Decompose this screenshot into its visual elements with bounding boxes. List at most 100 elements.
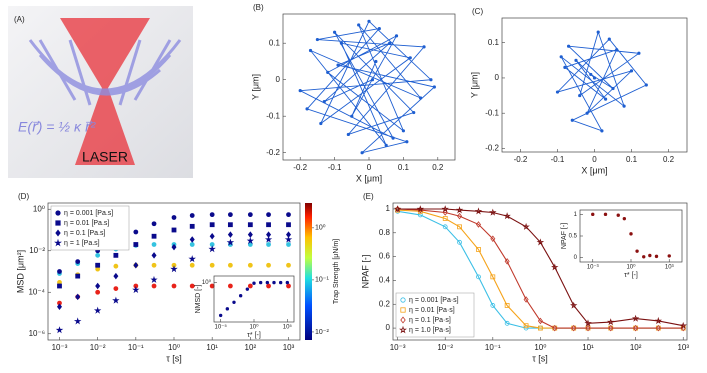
inset: 10⁻³ 10⁰ 10³ 0 0.5 1 τ* [-] NPAF [-]	[561, 209, 683, 279]
panel-label: (E)	[363, 192, 374, 201]
marker	[408, 56, 412, 60]
y-tick-label: 0	[495, 73, 500, 82]
marker	[208, 245, 216, 253]
plot-area	[392, 202, 688, 341]
marker	[227, 231, 233, 238]
marker	[133, 242, 139, 247]
marker	[615, 48, 619, 52]
marker	[654, 254, 659, 259]
x-axis-label: τ* [-]	[247, 332, 261, 339]
marker	[374, 59, 378, 64]
legend-label: η = 0.01 [Pa·s]	[409, 307, 455, 314]
marker	[284, 235, 293, 243]
y-axis-label: MSD [μm²]	[15, 250, 25, 293]
colorbar-tick-label: 10⁻²	[315, 329, 329, 336]
marker	[54, 238, 62, 247]
legend-label: η = 0.01 [Pa.s]	[64, 220, 109, 227]
marker	[252, 281, 256, 285]
plot-area	[282, 13, 456, 161]
marker	[490, 274, 496, 280]
marker	[189, 223, 195, 229]
marker	[247, 283, 253, 289]
panel-label: (A)	[14, 15, 25, 24]
marker	[585, 324, 591, 332]
marker	[589, 72, 593, 77]
marker	[266, 242, 271, 247]
marker	[455, 206, 464, 214]
marker	[247, 231, 253, 238]
marker	[566, 44, 571, 48]
marker	[523, 323, 529, 329]
marker	[151, 242, 157, 247]
marker	[55, 326, 64, 334]
marker	[578, 93, 582, 98]
marker	[57, 269, 62, 274]
marker	[642, 255, 646, 259]
marker	[266, 212, 271, 218]
colorbar-tick-label: 10⁰	[315, 224, 326, 232]
marker	[551, 263, 559, 271]
marker	[442, 209, 448, 216]
marker	[474, 207, 483, 215]
marker	[305, 107, 309, 111]
x-tick-label: 10³	[283, 343, 295, 352]
marker	[55, 220, 61, 226]
marker	[391, 136, 395, 140]
marker	[570, 301, 578, 309]
marker	[189, 213, 195, 218]
marker	[227, 222, 233, 228]
marker	[286, 262, 291, 268]
marker	[400, 307, 406, 313]
marker	[151, 283, 157, 289]
x-axis-label: X [μm]	[356, 173, 382, 183]
marker	[442, 216, 448, 221]
marker	[350, 114, 354, 118]
y-tick-label: 0.6	[379, 252, 391, 261]
marker	[227, 283, 233, 289]
marker	[95, 262, 101, 268]
marker	[151, 252, 157, 259]
marker	[637, 51, 641, 55]
marker	[592, 76, 597, 80]
x-tick-label: 10²	[245, 343, 257, 352]
colorbar-label: Trap Strength [μN/m]	[333, 239, 340, 304]
marker	[286, 222, 291, 228]
marker	[113, 263, 119, 269]
marker	[171, 243, 177, 251]
x-tick-label: 10⁻³	[587, 265, 599, 271]
chart: 10⁻³ 10⁻² 10⁻¹ 10⁰ 10¹ 10² 10³ 0 0.2 0.4 0.6 0.8 1 τ …	[360, 192, 689, 363]
x-tick-label: 0	[367, 163, 372, 172]
marker	[272, 280, 276, 285]
marker	[227, 262, 233, 268]
marker	[401, 129, 405, 133]
marker	[93, 306, 102, 314]
marker	[339, 41, 344, 45]
marker	[278, 280, 283, 285]
y-tick-label: 0.1	[488, 38, 500, 47]
marker	[632, 314, 640, 322]
marker	[336, 63, 340, 67]
laser-label: LASER	[82, 149, 128, 165]
marker	[504, 320, 510, 326]
y-tick-label: 0	[574, 255, 578, 261]
marker	[574, 58, 578, 62]
marker	[384, 143, 388, 147]
marker	[322, 100, 326, 104]
marker	[113, 272, 119, 280]
marker	[504, 258, 510, 265]
legend-label: η = 0.1 [Pa.s]	[64, 230, 105, 237]
y-axis-label: NPAF [-]	[561, 223, 568, 249]
marker	[603, 212, 608, 217]
marker	[360, 151, 364, 155]
x-tick-label: 10⁻⁵	[215, 324, 228, 331]
marker	[400, 297, 406, 303]
marker	[246, 236, 254, 245]
marker	[247, 212, 253, 218]
marker	[584, 319, 592, 327]
y-tick-label: -0.1	[485, 108, 499, 117]
marker	[633, 324, 639, 332]
marker	[400, 316, 406, 324]
series-line	[397, 208, 684, 327]
marker	[189, 242, 195, 247]
